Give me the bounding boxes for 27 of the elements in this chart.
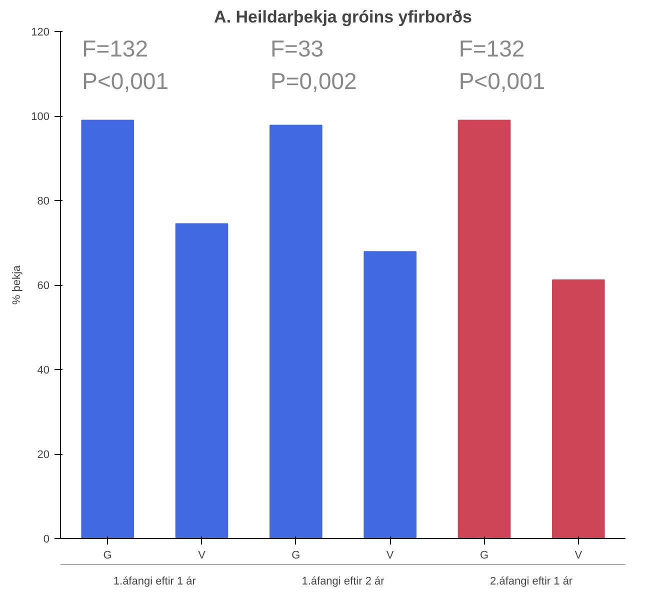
bar	[458, 120, 511, 538]
x-tick-label: V	[386, 550, 394, 562]
bar	[175, 223, 228, 538]
y-tick-label: 0	[43, 534, 50, 546]
y-tick-label: 60	[37, 280, 50, 292]
x-tick-label: G	[292, 550, 300, 562]
x-tick-label: V	[198, 550, 206, 562]
annotation: F=132 P<0,001	[82, 36, 168, 94]
annotation: F=33 P=0,002	[270, 36, 357, 94]
text: 1.áfangi eftir 1 ár	[113, 576, 196, 588]
y-axis-title: % þekja	[11, 264, 24, 305]
bar	[270, 124, 322, 538]
text: 1.áfangi eftir 2 ár	[302, 576, 385, 588]
bar	[552, 279, 605, 538]
bar	[81, 120, 134, 538]
y-tick-label: 120	[31, 26, 50, 38]
y-tick-label: 20	[37, 449, 50, 461]
annotation: F=132 P<0,001	[458, 36, 546, 94]
x-tick-label: G	[480, 550, 489, 562]
chart-title: A. Heildarþekja gróins yfirborðs	[214, 8, 472, 26]
x-tick-label: G	[103, 550, 112, 562]
bar	[364, 251, 416, 538]
y-tick-label: 40	[37, 364, 50, 376]
y-tick-label: 100	[31, 111, 50, 123]
y-tick-label: 80	[37, 196, 50, 208]
x-tick-label: V	[574, 550, 583, 562]
text: 2.áfangi eftir 1 ár	[490, 576, 573, 588]
